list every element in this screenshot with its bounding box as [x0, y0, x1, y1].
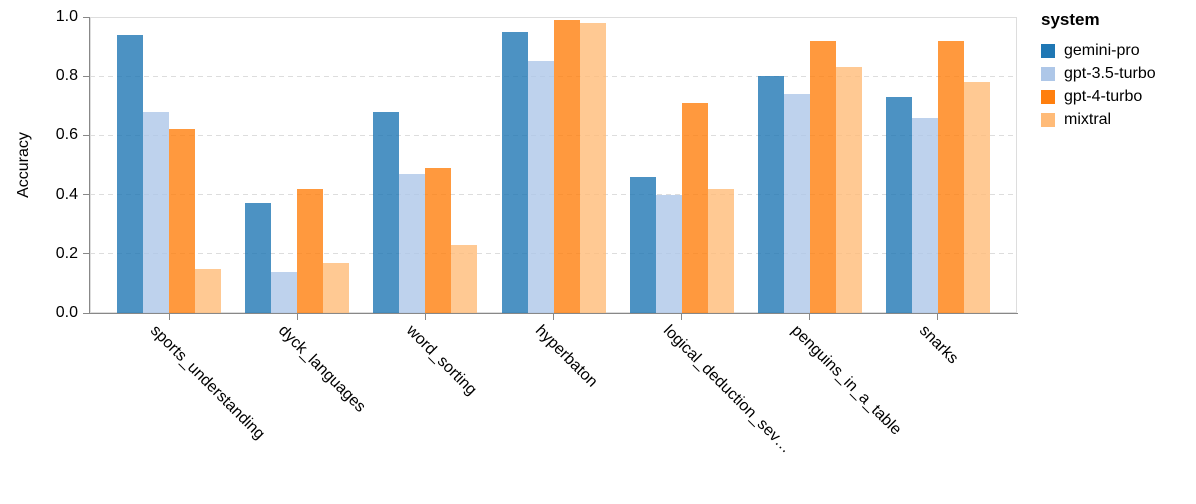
bar — [655, 195, 682, 313]
bar — [501, 32, 528, 313]
bar — [681, 103, 708, 313]
legend-item: mixtral — [1041, 108, 1156, 131]
legend-item-label: mixtral — [1064, 111, 1112, 128]
bar — [553, 20, 580, 313]
y-tick — [83, 16, 89, 18]
y-tick-label: 0.2 — [55, 244, 78, 262]
bar — [297, 189, 324, 313]
legend-swatch-icon — [1041, 43, 1055, 58]
x-tick — [681, 314, 683, 320]
x-tick — [296, 314, 298, 320]
x-category-label: word_sorting — [403, 322, 481, 399]
x-tick — [809, 314, 811, 320]
legend-item-label: gpt-4-turbo — [1064, 88, 1143, 105]
y-tick-label: 0.4 — [55, 185, 78, 203]
bar — [169, 129, 196, 313]
legend-item-label: gemini-pro — [1064, 42, 1140, 59]
bar — [707, 189, 734, 313]
bar-group — [629, 103, 734, 313]
bar — [809, 41, 836, 313]
x-tick — [168, 314, 170, 320]
x-axis-line — [89, 313, 1018, 314]
bar-group — [373, 112, 478, 313]
bar — [963, 82, 990, 313]
x-category-label: dyck_languages — [275, 322, 369, 416]
y-tick — [83, 312, 89, 314]
y-tick — [83, 194, 89, 196]
bar-group — [757, 41, 862, 313]
bar-group — [117, 35, 222, 313]
bar — [323, 263, 350, 313]
bar — [399, 174, 426, 313]
x-category-label: hyperbaton — [531, 322, 601, 391]
bar — [911, 118, 938, 313]
y-tick-label: 1.0 — [55, 8, 78, 25]
bar-group — [885, 41, 990, 313]
bar — [885, 97, 912, 313]
legend-swatch-icon — [1041, 89, 1055, 104]
bar — [195, 269, 222, 313]
y-tick-label: 0.6 — [55, 126, 78, 144]
bar — [143, 112, 170, 313]
x-tick — [424, 314, 426, 320]
plot-area — [90, 17, 1017, 313]
legend-item: gpt-4-turbo — [1041, 85, 1156, 108]
legend-swatch-icon — [1041, 112, 1055, 127]
legend-item: gemini-pro — [1041, 39, 1156, 62]
legend-item: gpt-3.5-turbo — [1041, 62, 1156, 85]
legend-item-label: gpt-3.5-turbo — [1064, 65, 1156, 82]
y-axis-title: Accuracy — [15, 132, 32, 198]
bar — [835, 67, 862, 313]
y-tick — [83, 253, 89, 255]
legend-swatch-icon — [1041, 66, 1055, 81]
y-tick — [83, 75, 89, 77]
bar — [937, 41, 964, 313]
bar — [117, 35, 144, 313]
legend: system gemini-pro gpt-3.5-turbo gpt-4-turb… — [1041, 10, 1156, 131]
bar — [245, 203, 272, 313]
bar-group — [245, 189, 350, 313]
y-tick-label: 0.0 — [55, 304, 78, 321]
y-tick — [83, 134, 89, 136]
x-category-label: logical_deduction_sev… — [659, 322, 795, 457]
bar — [757, 76, 784, 313]
bar — [373, 112, 400, 313]
legend-items: gemini-pro gpt-3.5-turbo gpt-4-turbo mixtra… — [1041, 39, 1156, 131]
x-tick — [937, 314, 939, 320]
y-tick-label: 0.8 — [55, 67, 78, 85]
x-tick — [553, 314, 554, 320]
bar — [527, 61, 554, 313]
bar — [425, 168, 452, 313]
x-category-label: penguins_in_a_table — [787, 322, 905, 439]
bar — [271, 272, 298, 313]
y-axis-line — [89, 17, 90, 313]
bar — [451, 245, 478, 313]
bar — [783, 94, 810, 313]
x-category-label: sports_understanding — [147, 322, 268, 443]
bar — [629, 177, 656, 313]
bar-group — [501, 20, 606, 313]
bar — [579, 23, 606, 313]
x-category-label: snarks — [915, 322, 962, 368]
legend-title: system — [1041, 10, 1100, 29]
